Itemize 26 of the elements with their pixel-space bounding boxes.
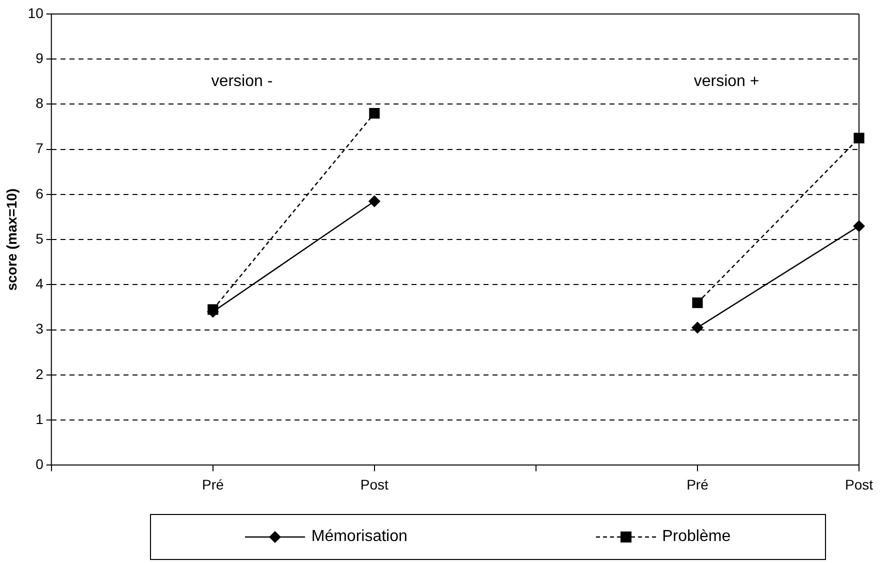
x-tick-label: Pré bbox=[686, 476, 709, 492]
y-tick-label: 4 bbox=[36, 276, 44, 292]
point bbox=[368, 195, 380, 208]
y-axis-title: score (max=10) bbox=[3, 188, 20, 291]
legend-label: Mémorisation bbox=[311, 528, 408, 546]
y-tick-label: 2 bbox=[36, 366, 44, 382]
y-tick-label: 8 bbox=[36, 95, 44, 112]
y-tick-label: 6 bbox=[36, 185, 44, 202]
y-tick-label: 3 bbox=[36, 320, 44, 337]
annotation: version + bbox=[694, 73, 760, 90]
annotation: version - bbox=[211, 73, 273, 90]
point bbox=[692, 297, 703, 308]
point bbox=[369, 108, 380, 119]
y-tick-label: 1 bbox=[36, 410, 44, 427]
x-tick-label: Pré bbox=[202, 476, 224, 492]
x-tick-label: Post bbox=[844, 476, 874, 492]
point bbox=[691, 322, 704, 334]
x-tick-label: Post bbox=[360, 476, 389, 492]
y-tick-label: 7 bbox=[36, 140, 44, 156]
point bbox=[853, 220, 865, 232]
legend-label: Problème bbox=[662, 528, 731, 546]
y-tick-label: 9 bbox=[36, 50, 44, 66]
y-tick-label: 5 bbox=[36, 230, 44, 246]
y-tick-label: 0 bbox=[36, 456, 44, 472]
y-tick-label: 10 bbox=[28, 4, 44, 21]
point bbox=[854, 132, 864, 144]
